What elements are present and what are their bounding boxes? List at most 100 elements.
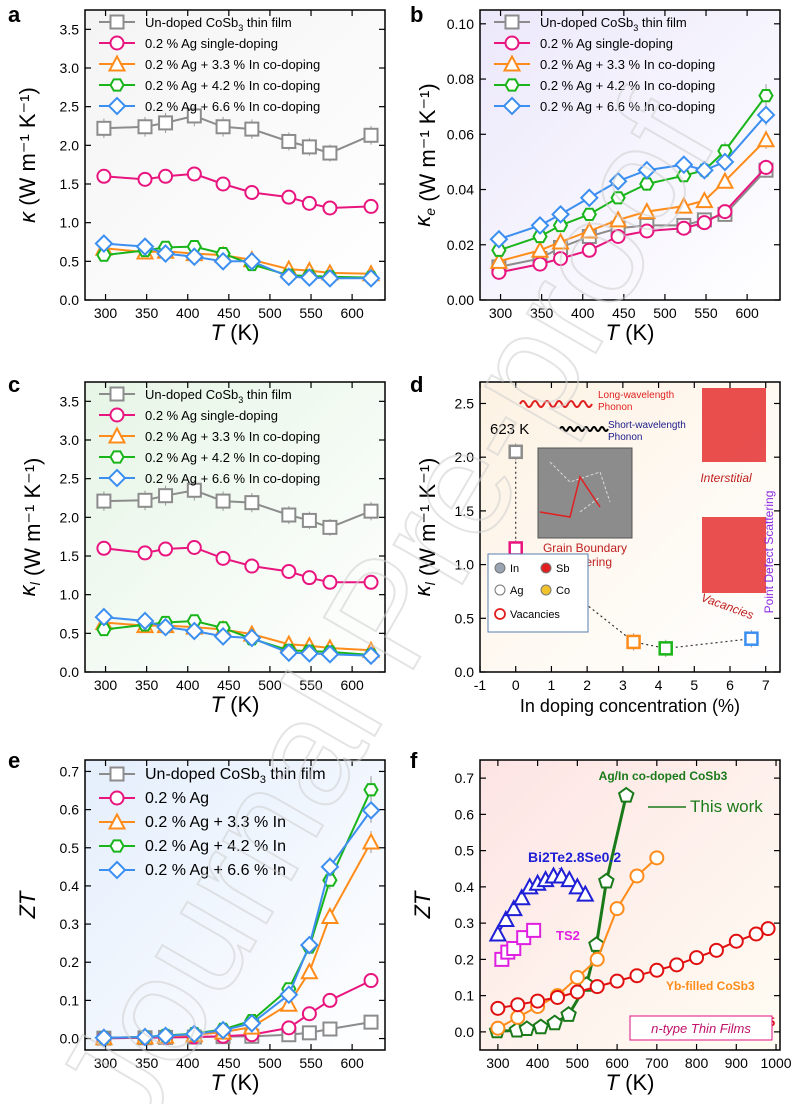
y-tick-label: 0.10	[447, 16, 474, 32]
data-point	[518, 1020, 536, 1036]
series-4	[94, 797, 381, 1048]
y-tick-label: 0.7	[455, 770, 475, 786]
panel-b: 300 350 400 450 500 550 600 0.00 0.02 0.04 0.06 0.0…	[410, 2, 781, 345]
data-point	[758, 89, 774, 103]
y-tick-label: 0.5	[60, 840, 80, 856]
y-tick-label: 2.5	[60, 99, 80, 115]
vacancy-lattice	[702, 517, 766, 593]
y-tick-label: 1.5	[455, 503, 475, 519]
y-tick-label: 0.0	[455, 1024, 475, 1040]
legend-marker	[107, 812, 127, 830]
data-point	[320, 268, 340, 288]
x-axis-title: In doping concentration (%)	[520, 696, 740, 716]
inset-legend-marker	[540, 584, 552, 596]
series-0	[96, 105, 379, 162]
x-tick-label: 500	[258, 1055, 282, 1071]
legend-entry: 0.2 % Ag + 4.2 % In co-doping	[145, 78, 320, 93]
data-point	[588, 936, 605, 952]
legend-entry: 0.2 % Ag single-doping	[540, 36, 673, 51]
x-tick-label: 450	[612, 305, 636, 321]
data-point	[322, 992, 338, 1008]
y-tick-label: 0.04	[447, 182, 474, 198]
data-point	[717, 204, 733, 220]
data-point	[215, 550, 231, 566]
data-point	[213, 627, 233, 646]
data-point	[244, 558, 260, 574]
data-point	[569, 970, 585, 985]
type-box-label: n-type Thin Films	[651, 1021, 751, 1036]
y-tick-label: 1.0	[455, 557, 475, 573]
y-axis-title-text: κe (W m⁻¹ K⁻¹)	[410, 83, 440, 226]
data-point	[361, 832, 381, 850]
legend-marker	[109, 14, 125, 30]
series-line	[103, 809, 372, 1039]
legend-marker	[109, 35, 125, 51]
x-tick-label: 4	[655, 677, 663, 693]
data-point	[637, 202, 657, 220]
data-point	[363, 1014, 379, 1030]
data-point	[300, 962, 319, 980]
annotation-short-2: Phonon	[608, 432, 642, 443]
x-tick-label: 400	[571, 305, 595, 321]
data-point	[496, 909, 515, 927]
y-tick-label: 0.2	[455, 951, 475, 967]
panel-f: 300 400 500 600 700 800 900 1000 0.0 0.1 0.2 0.3 0.4…	[410, 748, 792, 1095]
data-point	[758, 159, 774, 175]
plot-frame	[84, 381, 386, 673]
data-point	[320, 857, 340, 877]
data-point	[363, 503, 379, 519]
y-tick-label: 0.00	[447, 292, 474, 308]
data-point	[608, 171, 628, 191]
data-point	[301, 1006, 317, 1022]
data-point	[629, 868, 645, 884]
x-tick-label: 400	[176, 305, 200, 321]
legend-entry: Un-doped CoSb3 thin film	[540, 15, 687, 33]
data-point	[301, 512, 317, 528]
x-tick-label: 450	[217, 677, 241, 693]
data-point	[281, 189, 297, 205]
data-point	[569, 984, 585, 1000]
data-point	[301, 1025, 317, 1041]
annotation-short: Short-wavelength	[608, 420, 686, 431]
y-axis-title: κl (W m⁻¹ K⁻¹)	[410, 458, 440, 597]
inset-legend-label: In	[510, 563, 519, 575]
data-point	[320, 906, 340, 924]
panel-letter: a	[8, 2, 21, 27]
series-4	[94, 607, 381, 666]
data-point	[598, 872, 615, 889]
x-tick-label: 550	[299, 305, 323, 321]
data-point	[626, 634, 641, 650]
data-point	[299, 644, 319, 663]
legend: Un-doped CoSb3 thin film 0.2 % Ag single-…	[494, 14, 715, 116]
y-tick-label: 0.6	[455, 806, 475, 822]
legend-marker	[107, 468, 127, 488]
data-point	[610, 191, 626, 205]
data-point	[361, 800, 381, 820]
inset-legend-label: Ag	[510, 585, 523, 597]
data-point	[184, 1024, 204, 1044]
x-axis-title: T (K)	[211, 320, 260, 345]
data-point	[695, 190, 714, 209]
legend-entry: 0.2 % Ag single-doping	[145, 408, 278, 423]
data-point	[549, 989, 565, 1005]
series-line	[103, 489, 372, 529]
data-point	[617, 786, 635, 803]
legend-entry: 0.2 % Ag + 6.6 % In	[145, 862, 286, 879]
series-line	[498, 114, 767, 241]
y-tick-label: 0.2	[60, 954, 80, 970]
data-point	[156, 617, 175, 637]
series-4	[490, 921, 776, 1016]
data-point	[186, 108, 202, 124]
y-tick-label: 1.5	[60, 176, 80, 192]
data-point	[184, 247, 204, 267]
y-tick-label: 1.0	[60, 587, 80, 603]
data-point	[674, 155, 694, 175]
y-tick-label: 2.0	[60, 137, 80, 153]
data-point	[281, 133, 297, 149]
x-tick-label: 350	[135, 305, 159, 321]
y-axis-title: κ (W m⁻¹ K⁻¹)	[15, 87, 40, 223]
data-point	[279, 985, 299, 1005]
x-tick-label: 300	[489, 305, 513, 321]
data-point	[639, 223, 655, 239]
legend-entry: 0.2 % Ag + 4.2 % In co-doping	[540, 78, 715, 93]
